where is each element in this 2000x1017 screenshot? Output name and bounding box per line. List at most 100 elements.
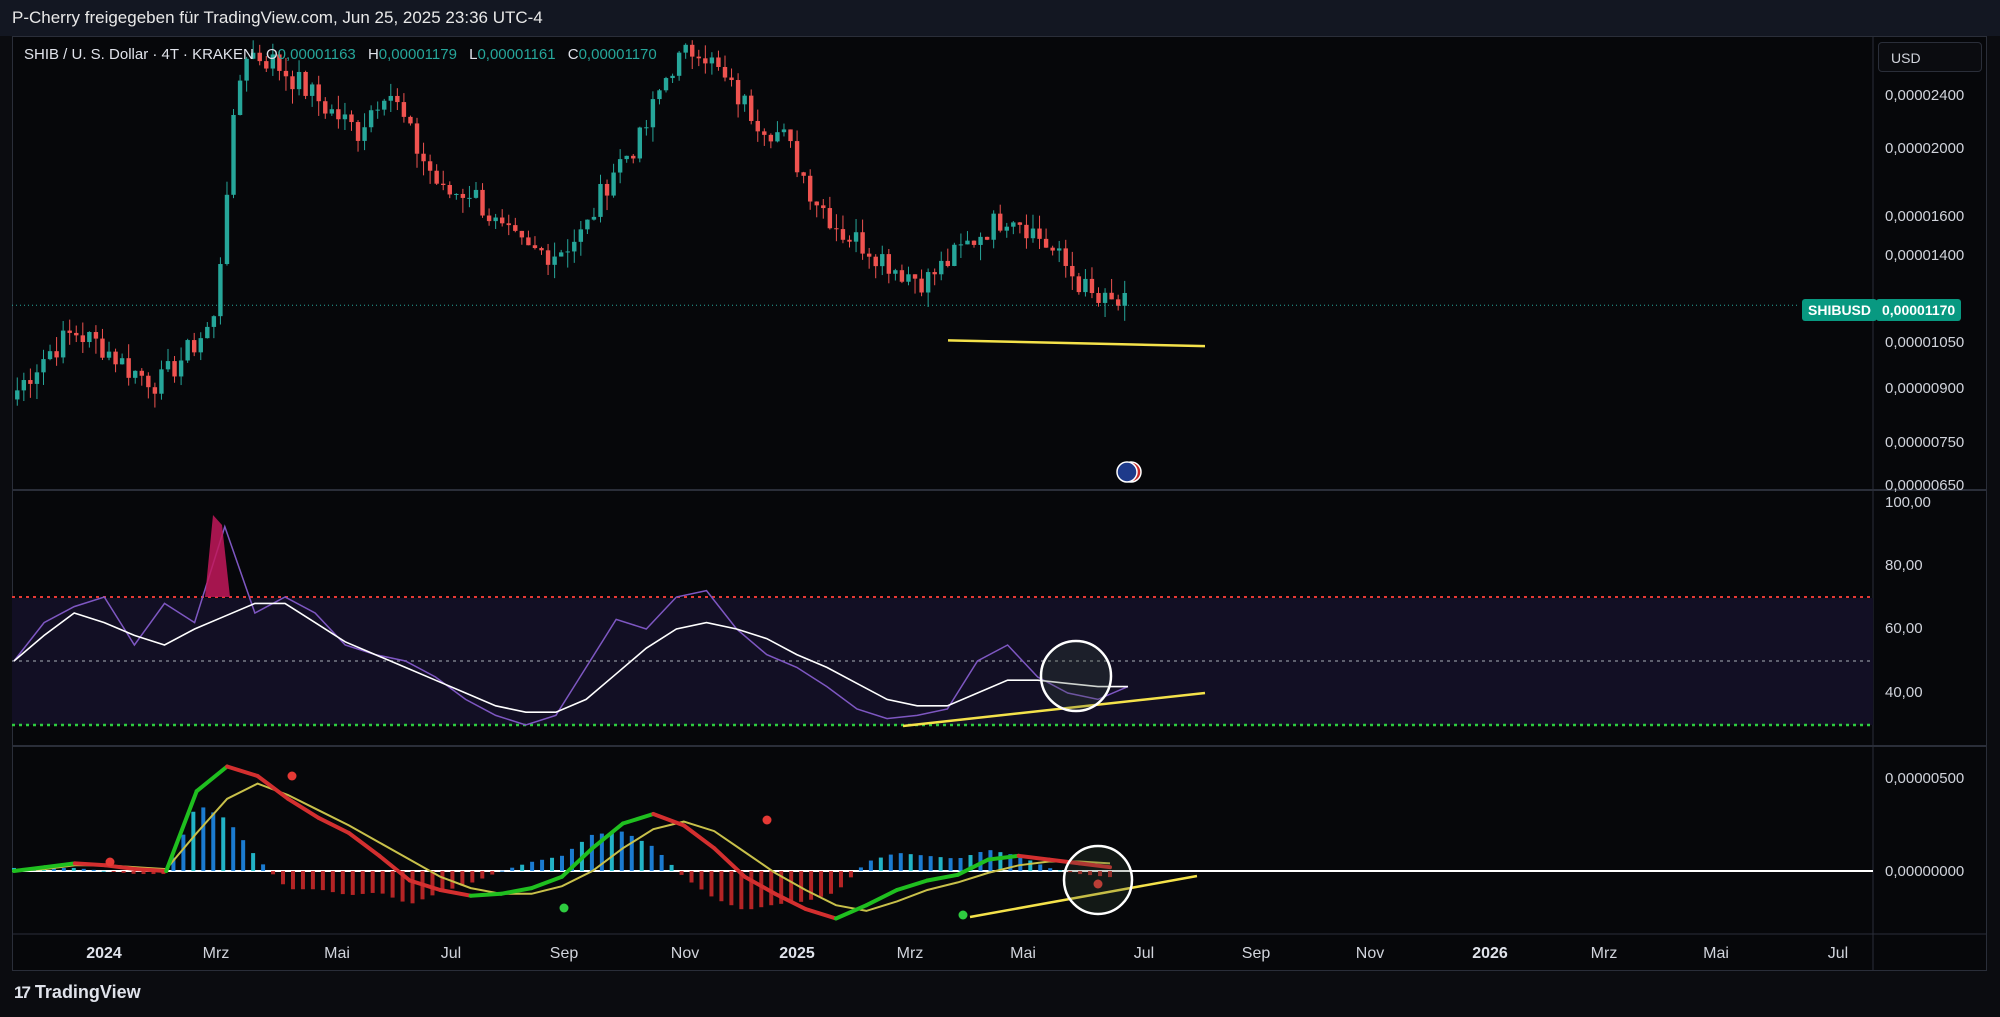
candle-body [676,52,682,76]
candle-body [54,351,59,358]
candle-body [486,215,492,222]
candle-body [617,159,623,173]
candle-body [709,57,715,64]
macd-histogram-bar [878,857,883,871]
macd-histogram-bar [759,871,764,908]
time-tick-label: Jul [1828,945,1848,962]
candle-body [1122,292,1127,306]
tradingview-logo[interactable]: 17 TradingView [14,982,141,1003]
candle-body [270,54,276,69]
time-tick-label: Mai [324,945,350,962]
candle-body [499,217,505,224]
candle-body [637,127,643,159]
rsi-tick-label: 100,00 [1885,494,1931,511]
macd-histogram-bar [490,871,495,875]
macd-histogram-bar [908,854,913,871]
rsi-tick-label: 80,00 [1885,557,1923,574]
macd-line-segment [712,846,747,879]
candle-body [578,229,584,242]
candle-body [126,358,131,378]
rsi-ma-line [13,602,1128,713]
macd-histogram-bar [151,871,156,875]
candle-body [382,100,387,110]
candle-body [971,240,977,245]
candle-body [670,75,675,79]
macd-histogram-bar [560,855,564,871]
candle-body [585,219,590,230]
axes: 0,00002400 0,00002000 0,00001600 0,00001400… [86,87,1964,962]
rsi-highlight-circle [1039,639,1113,713]
macd-histogram-bar [530,861,535,871]
symbol-legend[interactable]: SHIB / U. S. Dollar · 4T · KRAKEN O0,000… [24,46,657,63]
candle-body [513,225,518,231]
candle-body [395,95,400,103]
candle-body [984,236,990,240]
macd-line-segment [925,872,960,883]
candle-body [283,70,289,77]
candle-body [87,332,92,343]
macd-line-segment [225,764,260,778]
macd-histogram-bar [330,871,335,893]
symbol-title: SHIB / U. S. Dollar · 4T · KRAKEN [24,46,254,63]
candle-body [1004,226,1009,231]
candle-body [899,270,905,282]
macd-line-segment [864,888,899,908]
candle-body [840,229,846,240]
macd-histogram-bar [1078,871,1083,875]
macd-histogram-bar [838,871,843,888]
candle-body [919,278,924,293]
time-tick-label: Nov [671,945,699,962]
macd-histogram-bar [1048,868,1053,871]
macd-histogram-bar [111,871,116,872]
macd-histogram-bar [629,835,634,871]
candle-body [454,193,459,195]
candle-body [775,132,780,142]
macd-signal-line [13,782,1111,912]
macd-histogram-bar [510,867,515,871]
macd-histogram-bar [410,871,415,904]
candle-body [1089,278,1095,294]
candle-body [801,172,806,176]
time-tick-label: Mai [1010,945,1036,962]
candle-body [768,134,774,142]
macd-line-segment [1047,857,1082,866]
macd-line-segment [651,812,686,828]
time-tick-label: Mrz [897,945,924,962]
candle-body [336,109,341,120]
macd-cross-marker [287,771,297,781]
candle-body [172,361,177,377]
candle-body [807,175,813,202]
candle-body [598,183,603,217]
candle-body [447,185,452,195]
macd-histogram-bar [948,858,953,871]
macd-line-segment [803,907,838,921]
economic-event-icon [1116,461,1138,483]
candle-body [821,205,826,209]
candle-body [506,223,511,226]
macd-histogram-bar [271,871,276,875]
candle-body [119,358,125,365]
candle-body [624,155,629,160]
macd-line-segment [42,861,77,870]
currency-button[interactable]: USD [1878,42,1982,72]
candle-body [178,360,184,377]
macd-line-segment [529,874,564,891]
candle-body [932,272,937,275]
candle-body [473,189,479,198]
macd-histogram-bar [898,853,903,871]
chart-area[interactable] [12,36,1987,971]
candle-body [690,44,695,57]
macd-line-segment [986,853,1021,862]
candle-body [873,256,878,267]
candle-body [912,274,918,279]
macd-line-segment [590,821,625,851]
candle-body [572,241,577,252]
macd-histogram-bar [480,871,485,879]
candle-body [519,230,525,238]
macd-line-segment [286,796,321,820]
candle-body [198,338,203,353]
macd-histogram-bar [51,867,56,871]
candle-body [1063,248,1068,266]
macd-histogram-bar [689,871,694,883]
